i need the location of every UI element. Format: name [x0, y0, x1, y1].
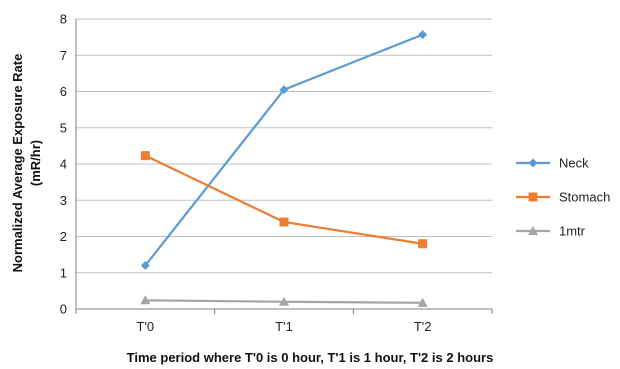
y-tick-label: 5	[60, 120, 67, 135]
y-tick-label: 1	[60, 265, 67, 280]
data-point-neck	[140, 261, 150, 270]
x-tick-label: T'0	[137, 319, 155, 334]
y-axis-title-line2: (mR/hr)	[28, 140, 43, 186]
legend-label: 1mtr	[559, 224, 586, 239]
x-tick-labels: T'0 T'1 T'2	[137, 319, 432, 334]
legend-label: Stomach	[559, 190, 610, 205]
data-point-1mtr	[417, 297, 428, 307]
legend-item-1mtr: 1mtr	[516, 224, 586, 239]
data-point-1mtr	[140, 295, 151, 305]
y-tick-label: 8	[60, 12, 67, 27]
series-group	[140, 30, 428, 307]
x-tick-label: T'1	[275, 319, 293, 334]
series-line-neck	[144, 33, 424, 267]
y-tick-labels: 0 1 2 3 4 5 6 7 8	[60, 12, 67, 317]
series-1mtr	[140, 295, 428, 307]
series-line-stomach	[144, 154, 423, 245]
legend: Neck Stomach 1mtr	[516, 156, 610, 239]
legend-item-neck: Neck	[516, 156, 589, 171]
y-tick-label: 3	[60, 193, 67, 208]
data-point-neck	[279, 85, 289, 95]
data-point-stomach	[140, 151, 150, 161]
x-axis-title: Time period where T'0 is 0 hour, T'1 is …	[127, 350, 494, 365]
legend-item-stomach: Stomach	[516, 190, 610, 205]
y-tick-label: 6	[60, 84, 67, 99]
gridlines	[75, 18, 493, 314]
legend-marker	[528, 226, 538, 235]
y-axis-title-line1: Normalized Average Exposure Rate	[10, 54, 25, 273]
data-point-1mtr	[279, 296, 289, 306]
y-tick-label: 4	[60, 157, 67, 172]
legend-marker	[528, 158, 538, 168]
y-tick-label: 7	[60, 48, 67, 63]
data-point-neck	[418, 30, 428, 40]
y-tick-label: 2	[60, 229, 67, 244]
legend-label: Neck	[559, 156, 589, 171]
x-tick-label: T'2	[414, 319, 432, 334]
legend-marker	[528, 192, 538, 202]
series-neck	[140, 30, 428, 270]
data-point-stomach	[418, 239, 428, 249]
series-stomach	[140, 151, 428, 249]
data-point-stomach	[279, 217, 289, 227]
y-tick-label: 0	[60, 302, 67, 317]
